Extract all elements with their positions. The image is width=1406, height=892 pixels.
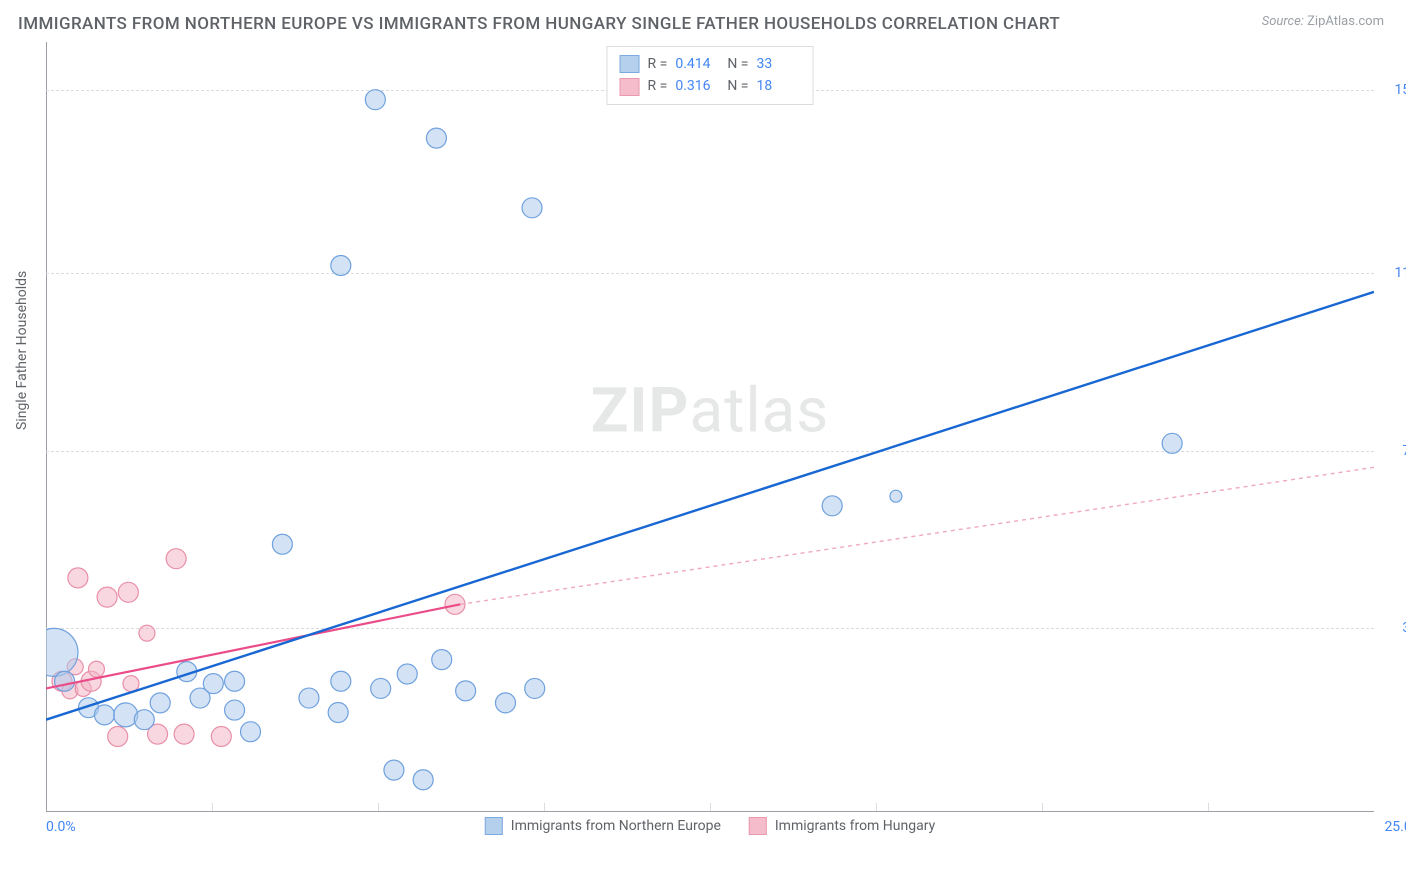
source-value: ZipAtlas.com — [1307, 14, 1384, 29]
y-axis-label: Single Father Households — [14, 271, 30, 430]
chart-area: ZIPatlas R = 0.414 N = 33 R = 0.316 N = … — [46, 42, 1382, 842]
r-label: R = — [648, 75, 668, 97]
swatch-b-bottom — [749, 817, 767, 835]
legend-row-series-b: R = 0.316 N = 18 — [620, 75, 801, 97]
y-tick-label: 7.5% — [1382, 443, 1406, 459]
n-value-b: 18 — [756, 75, 800, 97]
gridline-h — [46, 451, 1374, 452]
y-tick-label: 15.0% — [1382, 82, 1406, 98]
gridline-v — [1042, 803, 1043, 811]
plot-region: ZIPatlas R = 0.414 N = 33 R = 0.316 N = … — [46, 42, 1374, 812]
legend-item-b: Immigrants from Hungary — [749, 817, 935, 835]
n-label: N = — [727, 53, 748, 75]
y-tick-label: 3.8% — [1382, 620, 1406, 636]
y-tick-label: 11.2% — [1382, 265, 1406, 281]
legend-label-b: Immigrants from Hungary — [775, 818, 935, 834]
gridline-v — [710, 803, 711, 811]
r-label: R = — [648, 53, 668, 75]
gridline-h — [46, 273, 1374, 274]
source-label: Source: — [1262, 14, 1304, 29]
y-axis-line — [46, 42, 47, 811]
gridline-v — [1208, 803, 1209, 811]
gridline-h — [46, 628, 1374, 629]
n-value-a: 33 — [756, 53, 800, 75]
swatch-series-a — [620, 55, 640, 73]
chart-svg — [46, 42, 1374, 811]
swatch-a-bottom — [485, 817, 503, 835]
correlation-legend: R = 0.414 N = 33 R = 0.316 N = 18 — [607, 46, 814, 105]
x-tick-label-max: 25.0% — [1384, 819, 1406, 835]
x-axis-legend: Immigrants from Northern Europe Immigran… — [485, 817, 935, 835]
gridline-v — [544, 803, 545, 811]
r-value-a: 0.414 — [675, 53, 719, 75]
swatch-series-b — [620, 78, 640, 96]
gridline-v — [212, 803, 213, 811]
source-attribution: Source: ZipAtlas.com — [1262, 14, 1384, 29]
legend-row-series-a: R = 0.414 N = 33 — [620, 53, 801, 75]
chart-title: IMMIGRANTS FROM NORTHERN EUROPE VS IMMIG… — [18, 14, 1060, 34]
x-tick-label-min: 0.0% — [46, 819, 76, 835]
gridline-v — [876, 803, 877, 811]
n-label: N = — [727, 75, 748, 97]
legend-item-a: Immigrants from Northern Europe — [485, 817, 721, 835]
watermark: ZIPatlas — [591, 375, 830, 448]
legend-label-a: Immigrants from Northern Europe — [511, 818, 721, 834]
gridline-v — [378, 803, 379, 811]
r-value-b: 0.316 — [675, 75, 719, 97]
